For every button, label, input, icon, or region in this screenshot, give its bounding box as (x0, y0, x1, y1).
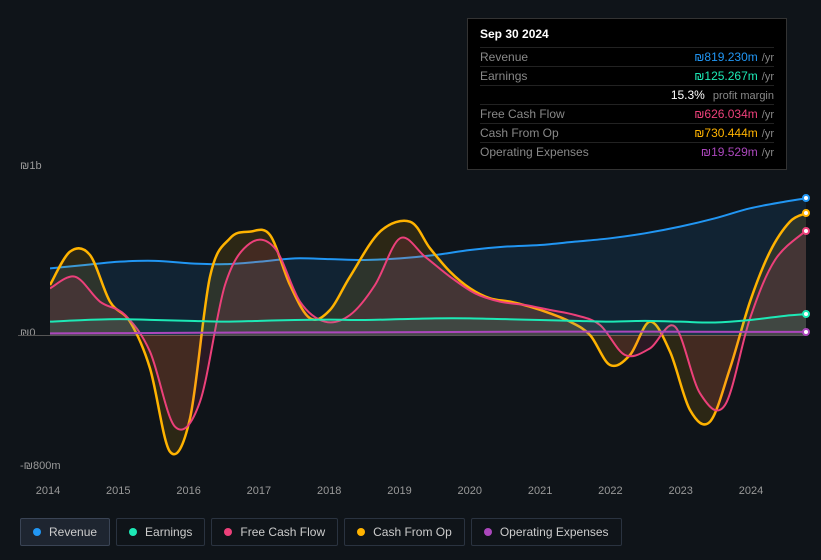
legend-item-earnings[interactable]: Earnings (116, 518, 205, 546)
chart-tooltip: Sep 30 2024 Revenue₪819.230m/yrEarnings₪… (467, 18, 787, 170)
tooltip-amount: ₪19.529m (701, 145, 758, 159)
legend-label: Operating Expenses (500, 525, 609, 539)
tooltip-profit-margin-pct: 15.3% (671, 88, 705, 102)
operating_expenses-end-marker (802, 328, 810, 336)
x-axis-label: 2024 (739, 485, 763, 497)
x-axis-label: 2023 (668, 485, 692, 497)
y-axis-label: ₪0 (20, 327, 35, 339)
tooltip-label: Cash From Op (480, 126, 559, 140)
line-chart (50, 175, 806, 475)
x-axis-label: 2018 (317, 485, 341, 497)
legend-dot-icon (357, 528, 365, 536)
tooltip-label: Revenue (480, 50, 528, 64)
tooltip-row: Cash From Op₪730.444m/yr (480, 123, 774, 142)
revenue-end-marker (802, 194, 810, 202)
tooltip-label: Earnings (480, 69, 527, 83)
tooltip-row: Revenue₪819.230m/yr (480, 47, 774, 66)
x-axis-label: 2019 (387, 485, 411, 497)
legend-dot-icon (484, 528, 492, 536)
x-axis-label: 2015 (106, 485, 130, 497)
y-axis-label: ₪1b (20, 160, 42, 172)
tooltip-row: Operating Expenses₪19.529m/yr (480, 142, 774, 161)
legend-label: Revenue (49, 525, 97, 539)
tooltip-row: Earnings₪125.267m/yr (480, 66, 774, 85)
x-axis-label: 2022 (598, 485, 622, 497)
x-axis-label: 2014 (36, 485, 60, 497)
x-axis-label: 2017 (247, 485, 271, 497)
legend-label: Free Cash Flow (240, 525, 325, 539)
legend-item-revenue[interactable]: Revenue (20, 518, 110, 546)
tooltip-amount: ₪819.230m (694, 50, 758, 64)
tooltip-date: Sep 30 2024 (480, 27, 774, 41)
legend-label: Cash From Op (373, 525, 452, 539)
earnings-end-marker (802, 310, 810, 318)
tooltip-label: Free Cash Flow (480, 107, 565, 121)
legend-label: Earnings (145, 525, 192, 539)
tooltip-amount: ₪125.267m (694, 69, 758, 83)
tooltip-label: Operating Expenses (480, 145, 589, 159)
chart-area (50, 175, 806, 475)
x-axis-label: 2020 (458, 485, 482, 497)
legend-dot-icon (224, 528, 232, 536)
cash_from_op-end-marker (802, 209, 810, 217)
legend-dot-icon (129, 528, 137, 536)
legend-dot-icon (33, 528, 41, 536)
tooltip-amount: ₪626.034m (694, 107, 758, 121)
legend-item-cash_from_op[interactable]: Cash From Op (344, 518, 465, 546)
tooltip-row: Free Cash Flow₪626.034m/yr (480, 104, 774, 123)
tooltip-amount: ₪730.444m (694, 126, 758, 140)
legend: Revenue Earnings Free Cash Flow Cash From O… (20, 518, 622, 546)
x-axis-label: 2016 (176, 485, 200, 497)
free_cash_flow-end-marker (802, 227, 810, 235)
legend-item-operating_expenses[interactable]: Operating Expenses (471, 518, 622, 546)
legend-item-free_cash_flow[interactable]: Free Cash Flow (211, 518, 338, 546)
x-axis-label: 2021 (528, 485, 552, 497)
